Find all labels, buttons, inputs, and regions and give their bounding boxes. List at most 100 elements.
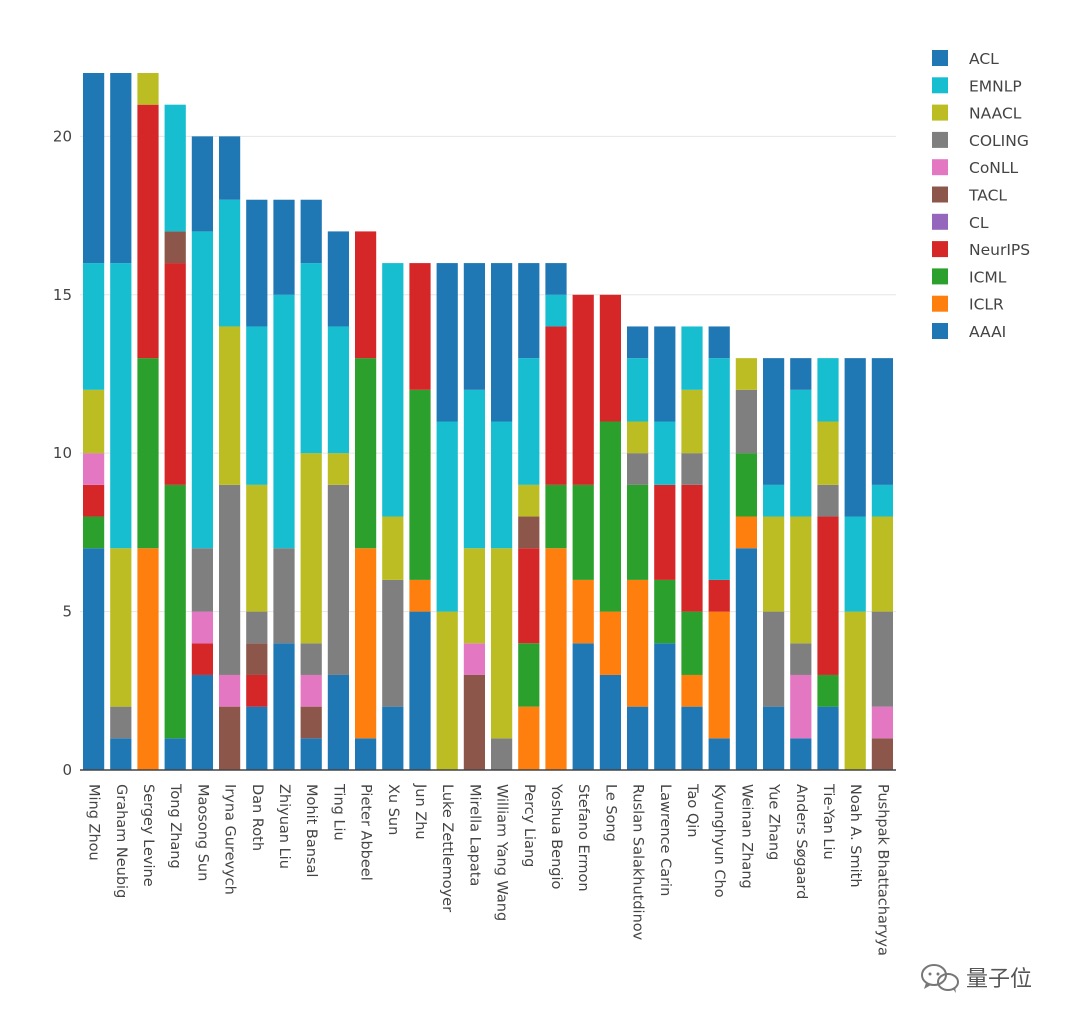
bar-segment-emnlp (762, 484, 785, 517)
bar-segment-aaai (762, 706, 785, 770)
x-tick-label: Stefano Ermon (575, 784, 591, 892)
bar-segment-acl (708, 326, 730, 359)
bar-segment-neurips (409, 263, 431, 390)
bar-stack-pushpak-bhattacharyya (871, 358, 894, 770)
bar-segment-acl (844, 358, 866, 517)
bar-segment-iclr (735, 516, 758, 549)
bar-segment-icml (354, 358, 377, 549)
bar-segment-tacl (218, 706, 241, 770)
bar-segment-emnlp (545, 294, 567, 327)
bar-stack-le-song (599, 294, 622, 770)
x-tick-label: Zhiyuan Liu (276, 784, 292, 869)
x-tick-label: Jun Zhu (412, 783, 428, 840)
bar-segment-acl (654, 326, 676, 422)
bar-segment-coling (490, 738, 513, 770)
bar-segment-emnlp (191, 231, 214, 549)
x-tick-label: Iryna Gurevych (222, 784, 238, 895)
bar-segment-emnlp (327, 326, 350, 454)
bar-segment-iclr (708, 611, 730, 739)
bar-segment-conll (300, 674, 322, 707)
bar-segment-iclr (354, 548, 377, 739)
bar-segment-conll (191, 611, 214, 644)
legend-swatch (932, 159, 948, 176)
bar-segment-emnlp (273, 294, 295, 549)
bar-segment-emnlp (82, 263, 105, 390)
bar-stack-mohit-bansal (300, 199, 322, 770)
bar-segment-tacl (164, 231, 186, 264)
x-tick-label: Sergey Levine (140, 784, 156, 887)
bar-segment-emnlp (626, 358, 649, 422)
bar-segment-acl (463, 263, 486, 390)
x-tick-label: Lawrence Carin (657, 784, 673, 896)
bar-stack-jun-zhu (409, 263, 431, 770)
bar-segment-iclr (599, 611, 622, 675)
bar-segment-tacl (871, 738, 894, 770)
bar-segment-coling (110, 706, 132, 739)
x-tick-label: Mohit Bansal (303, 784, 319, 877)
x-tick-label: Mirella Lapata (466, 784, 482, 886)
legend-label: AAAI (969, 323, 1006, 341)
bar-segment-iclr (518, 706, 540, 770)
bar-segment-aaai (409, 611, 431, 770)
watermark-text: 量子位 (966, 967, 1032, 992)
bar-segment-naacl (626, 421, 649, 454)
bar-stack-noah-a-smith (844, 358, 866, 770)
x-tick-label: Pieter Abbeel (358, 784, 374, 881)
bar-segment-aaai (599, 674, 622, 770)
bar-segment-coling (681, 453, 703, 485)
bar-segment-icml (164, 484, 186, 739)
bar-segment-aaai (817, 706, 839, 770)
bar-segment-emnlp (300, 263, 322, 454)
bar-stack-tao-qin (681, 326, 703, 770)
x-tick-label: Tie-Yan Liu (820, 783, 836, 860)
bar-segment-neurips (817, 516, 839, 675)
bar-segment-iclr (409, 579, 431, 612)
x-tick-label: Ting Liu (330, 783, 346, 841)
watermark: 量子位 (921, 964, 1032, 993)
bar-segment-conll (790, 674, 812, 739)
x-tick-label: Tong Zhang (167, 783, 183, 869)
x-tick-label: Noah A. Smith (847, 784, 863, 888)
x-tick-label: William Yang Wang (494, 784, 510, 921)
bar-segment-emnlp (164, 104, 186, 232)
bar-segment-aaai (708, 738, 730, 770)
bar-segment-coling (817, 484, 839, 517)
bar-segment-neurips (654, 484, 676, 580)
bar-segment-tacl (246, 643, 268, 675)
legend-item-acl: ACL (932, 50, 999, 68)
bar-segment-conll (871, 706, 894, 739)
bar-segment-naacl (518, 484, 540, 517)
bar-segment-naacl (871, 516, 894, 612)
bar-segment-naacl (817, 421, 839, 485)
bar-stack-anders-s-gaard (790, 358, 812, 770)
bar-segment-aaai (654, 643, 676, 770)
legend-label: COLING (969, 132, 1029, 150)
bar-segment-aaai (82, 548, 105, 770)
bar-segment-conll (218, 674, 241, 707)
bar-stack-yue-zhang (762, 358, 785, 770)
bar-segment-acl (762, 358, 785, 485)
bar-segment-acl (327, 231, 350, 327)
legend: ACL EMNLP NAACL COLING CoNLL TACL CL NeurIPS ICM… (932, 50, 1030, 341)
bar-segment-coling (246, 611, 268, 644)
bar-stack-luke-zettlemoyer (436, 263, 458, 770)
legend-item-neurips: NeurIPS (932, 241, 1030, 259)
x-tick-label: Yue Zhang (766, 783, 782, 860)
y-axis-ticks: 0 5 10 15 20 (53, 127, 72, 779)
bar-stack-weinan-zhang (735, 358, 758, 770)
y-tick-label: 5 (62, 603, 72, 621)
bar-stack-iryna-gurevych (218, 136, 241, 770)
bar-segment-acl (82, 73, 105, 264)
legend-label: ICML (969, 268, 1007, 286)
x-tick-label: Anders Søgaard (793, 784, 809, 899)
legend-item-iclr: ICLR (932, 295, 1004, 314)
legend-swatch (932, 186, 948, 203)
bar-segment-neurips (545, 326, 567, 485)
bar-segment-emnlp (436, 421, 458, 612)
legend-label: CoNLL (969, 159, 1019, 177)
legend-label: NeurIPS (969, 241, 1030, 259)
bar-segment-icml (599, 421, 622, 612)
bars (82, 73, 894, 770)
x-tick-label: Tao Qin (684, 783, 700, 837)
bar-segment-coling (327, 484, 350, 675)
